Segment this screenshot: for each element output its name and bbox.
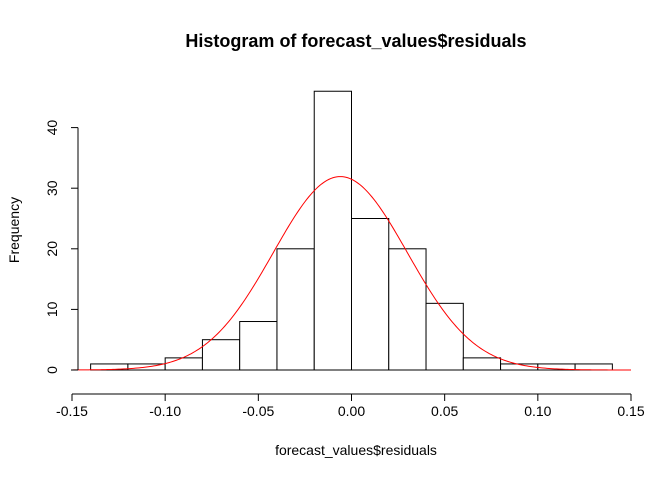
x-tick-label-0: -0.15 [56, 403, 88, 419]
x-tick-label-6: 0.15 [617, 403, 644, 419]
x-tick-label-1: -0.10 [149, 403, 181, 419]
x-axis-label: forecast_values$residuals [275, 442, 437, 458]
histogram-bar-5 [276, 248, 315, 371]
histogram-bar-9 [425, 302, 464, 371]
y-axis: 0 10 20 30 40 [44, 120, 79, 374]
histogram-bar-10 [462, 357, 502, 371]
y-tick-label-2: 20 [44, 241, 60, 257]
y-tick-label-0: 0 [44, 366, 60, 374]
y-axis-label: Frequency [6, 197, 22, 263]
x-tick-label-3: 0.00 [338, 403, 365, 419]
histogram-bars [90, 90, 613, 371]
normal-curve-layer [71, 176, 631, 371]
histogram-bar-7 [351, 218, 390, 371]
x-tick-label-5: 0.10 [524, 403, 551, 419]
normal-density-curve [71, 176, 631, 371]
histogram-bar-4 [239, 321, 278, 371]
histogram-bar-6 [313, 90, 353, 371]
histogram-bar-13 [574, 363, 613, 371]
x-tick-label-4: 0.05 [431, 403, 458, 419]
chart-title: Histogram of forecast_values$residuals [185, 31, 526, 51]
y-tick-label-4: 40 [44, 120, 60, 136]
x-axis: -0.15 -0.10 -0.05 0.00 0.05 0.10 0.15 [56, 393, 645, 419]
histogram-bar-8 [388, 248, 427, 371]
histogram-bar-2 [164, 357, 203, 371]
histogram-bar-3 [201, 339, 241, 371]
x-tick-label-2: -0.05 [242, 403, 274, 419]
y-tick-label-3: 30 [44, 180, 60, 196]
y-tick-label-1: 10 [44, 301, 60, 317]
